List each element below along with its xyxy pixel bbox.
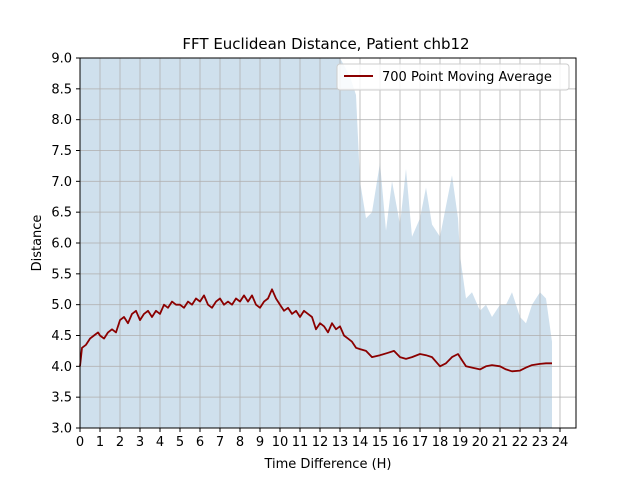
y-tick-label: 9.0 — [51, 52, 72, 67]
y-tick-label: 3.5 — [51, 391, 72, 406]
x-tick-label: 10 — [272, 435, 289, 450]
y-tick-label: 4.5 — [51, 329, 72, 344]
legend-box — [336, 63, 570, 91]
plot-area — [79, 57, 577, 429]
x-tick-label: 11 — [292, 435, 309, 450]
y-tick-label: 5.0 — [51, 298, 72, 313]
y-axis-label: Distance — [30, 215, 45, 272]
x-tick-label: 0 — [76, 435, 84, 450]
y-tick-label: 5.5 — [51, 267, 72, 282]
legend: 700 Point Moving Average — [336, 63, 570, 91]
x-tick-label: 24 — [552, 435, 569, 450]
x-tick-label: 5 — [176, 435, 184, 450]
x-axis: 0 1 2 3 4 5 6 7 8 9 10 11 12 13 14 15 16 17 18 19 20 21 22 23 24 — [76, 428, 568, 450]
y-tick-label: 4.0 — [51, 360, 72, 375]
x-tick-label: 22 — [512, 435, 529, 450]
x-tick-label: 8 — [236, 435, 244, 450]
x-tick-label: 23 — [532, 435, 549, 450]
x-tick-label: 16 — [392, 435, 409, 450]
x-tick-label: 6 — [196, 435, 204, 450]
x-tick-label: 4 — [156, 435, 164, 450]
x-tick-label: 20 — [472, 435, 489, 450]
x-tick-label: 12 — [312, 435, 329, 450]
legend-label-moving-average: 700 Point Moving Average — [382, 70, 552, 85]
x-tick-label: 3 — [136, 435, 144, 450]
y-tick-label: 6.5 — [51, 206, 72, 221]
x-tick-label: 19 — [452, 435, 469, 450]
x-tick-label: 21 — [492, 435, 509, 450]
x-tick-label: 14 — [352, 435, 369, 450]
series-layer — [79, 288, 552, 373]
x-tick-label: 7 — [216, 435, 224, 450]
x-tick-label: 9 — [256, 435, 264, 450]
y-tick-label: 7.5 — [51, 144, 72, 159]
y-tick-label: 8.0 — [51, 113, 72, 128]
y-tick-label: 7.0 — [51, 175, 72, 190]
x-tick-label: 17 — [412, 435, 429, 450]
x-tick-label: 13 — [332, 435, 349, 450]
y-tick-label: 6.0 — [51, 237, 72, 252]
x-tick-label: 1 — [96, 435, 104, 450]
series-line-moving-average — [79, 288, 552, 373]
x-axis-label: Time Difference (H) — [263, 457, 391, 472]
x-tick-label: 2 — [116, 435, 124, 450]
x-tick-label: 18 — [432, 435, 449, 450]
y-axis: 3.0 3.5 4.0 4.5 5.0 5.5 6.0 6.5 7.0 7.5 8.0 8.5 9.0 — [51, 52, 80, 437]
y-tick-label: 3.0 — [51, 422, 72, 437]
chart-title: FFT Euclidean Distance, Patient chb12 — [182, 35, 469, 53]
x-tick-label: 15 — [372, 435, 389, 450]
y-tick-label: 8.5 — [51, 82, 72, 97]
